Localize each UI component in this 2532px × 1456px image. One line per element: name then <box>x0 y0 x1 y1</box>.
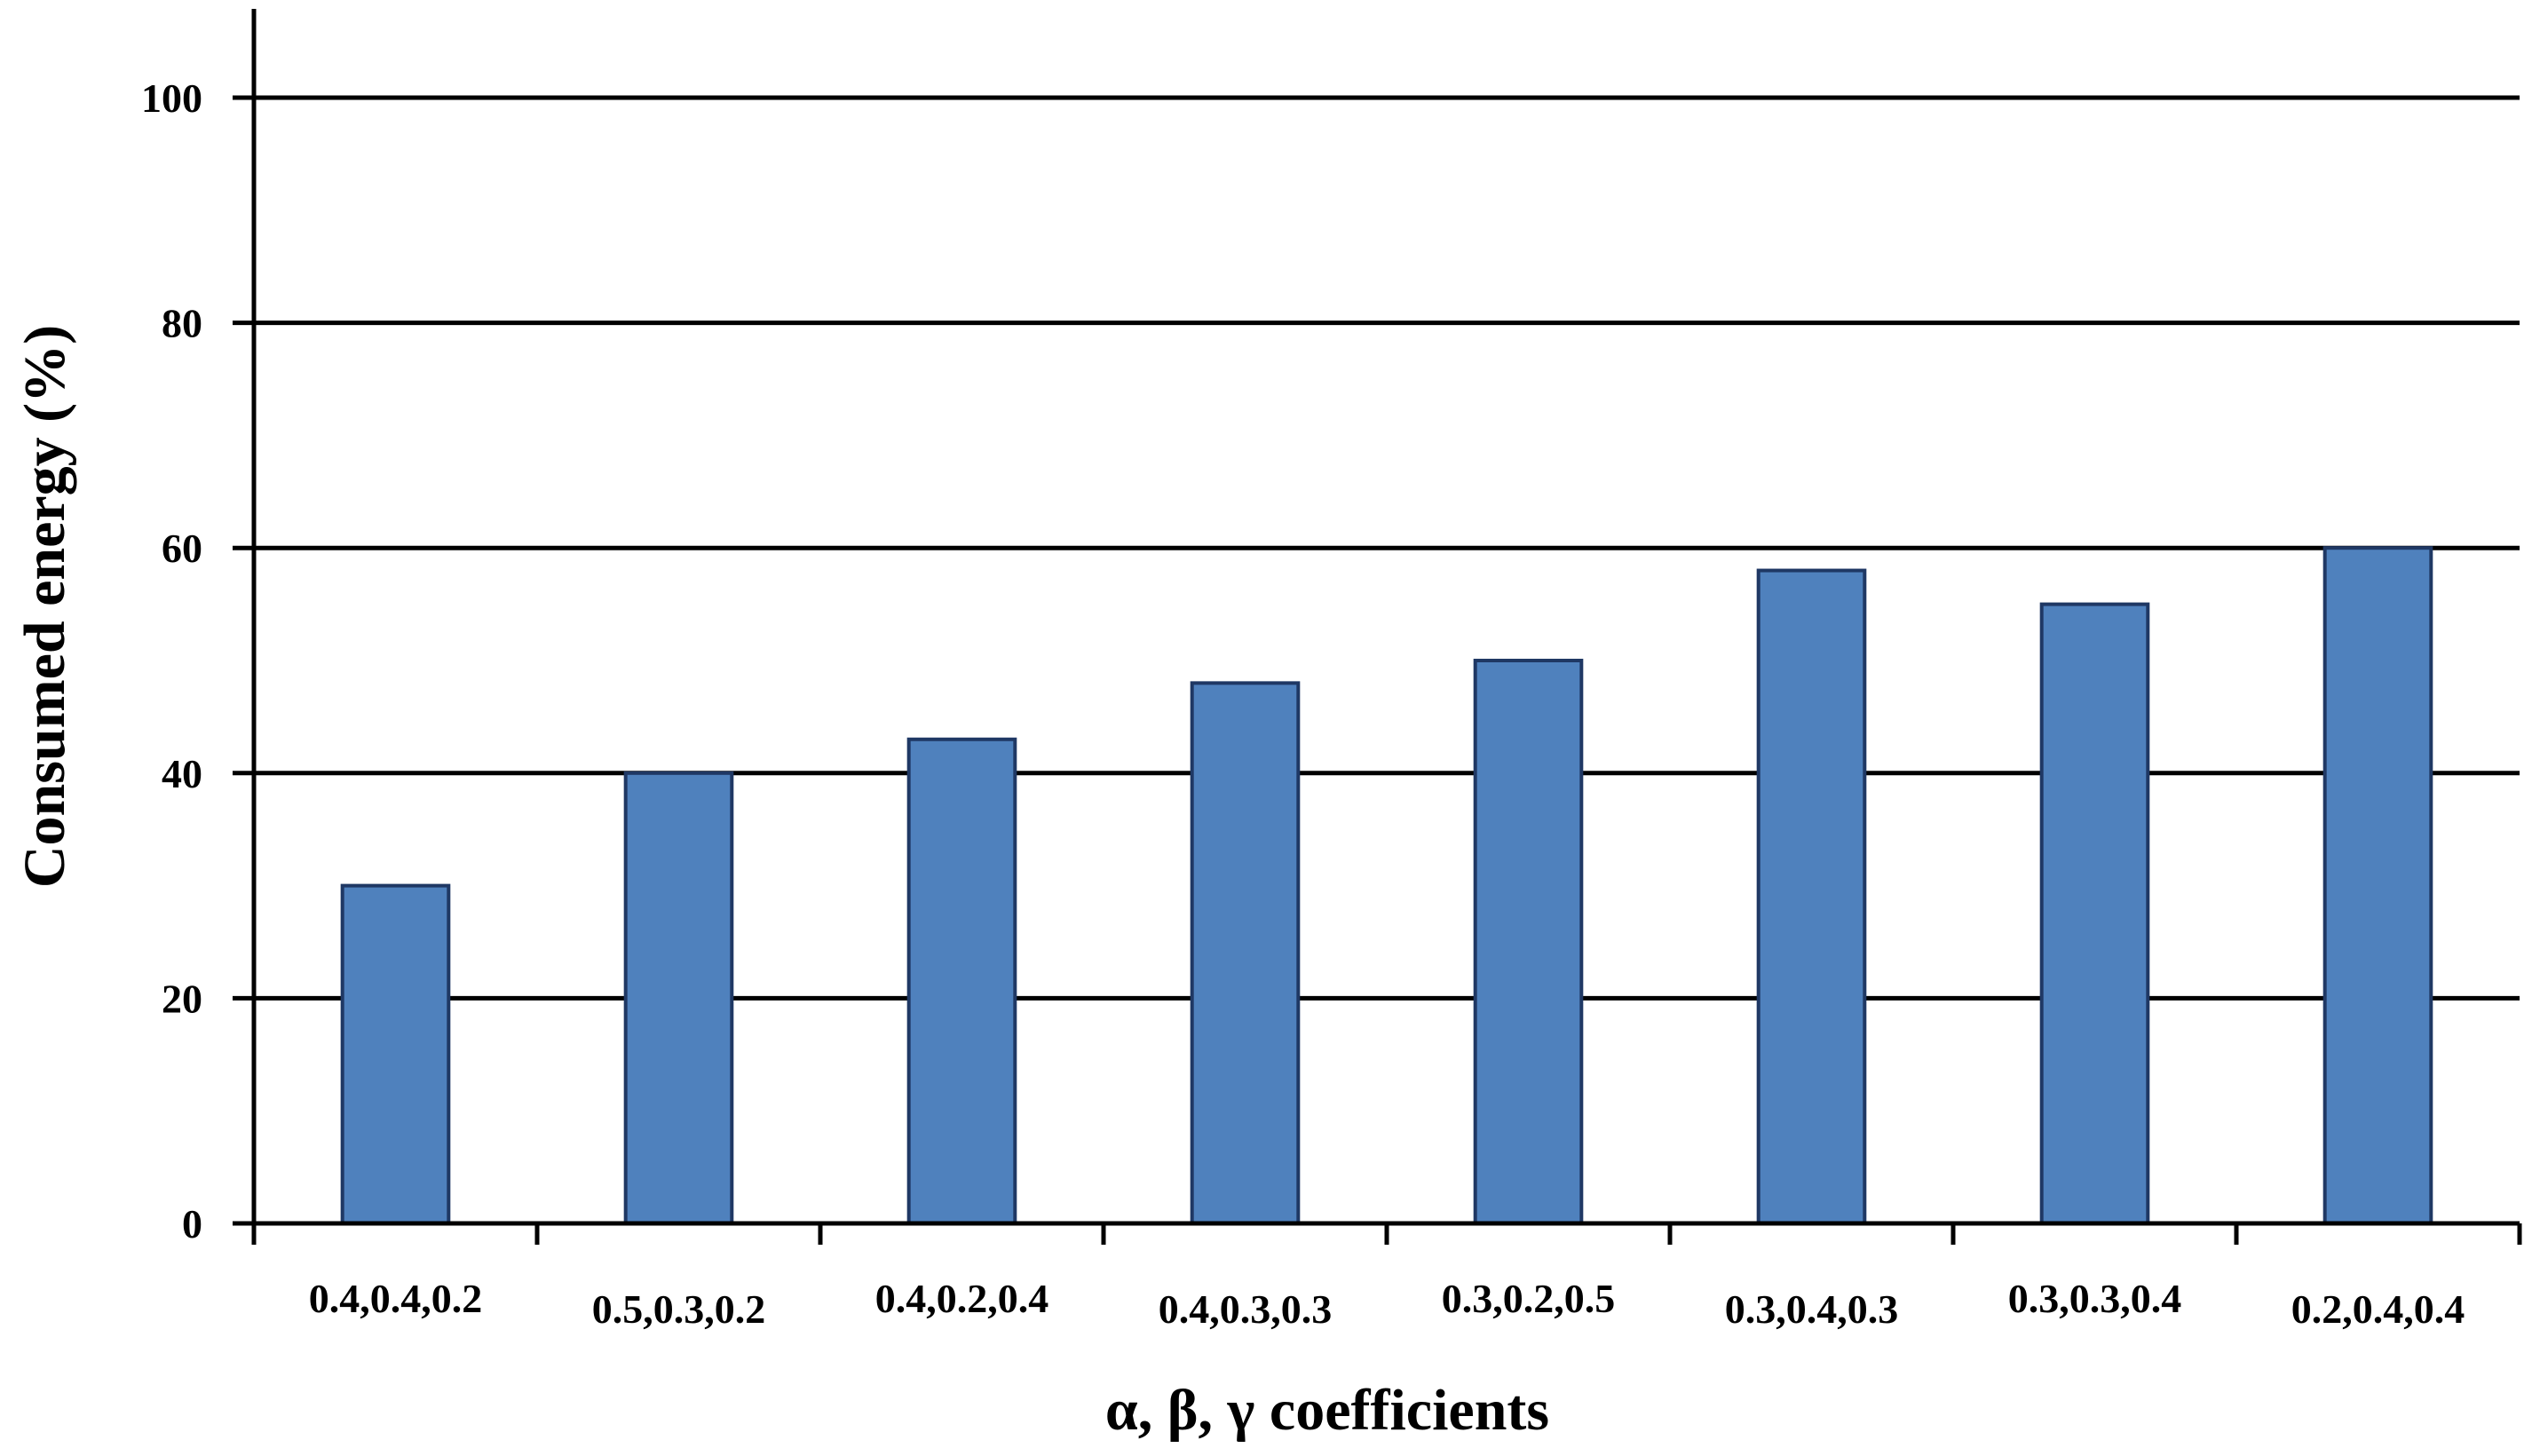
axes <box>233 9 2522 1245</box>
x-tick-label: 0.3,0.3,0.4 <box>2008 1276 2182 1321</box>
x-tick-label: 0.4,0.3,0.3 <box>1159 1286 1333 1332</box>
y-tick-label: 80 <box>162 301 202 346</box>
bar <box>2322 546 2433 1225</box>
y-tick-label: 100 <box>141 75 202 121</box>
x-tick-label: 0.5,0.3,0.2 <box>592 1286 766 1332</box>
x-tick-labels: 0.4,0.4,0.2 0.5,0.3,0.2 0.4,0.2,0.4 0.4,0.3… <box>309 1276 2465 1332</box>
bar <box>340 883 451 1225</box>
y-tick-label: 60 <box>162 526 202 571</box>
bar <box>906 737 1017 1225</box>
bar <box>1756 568 1867 1225</box>
x-tick-label: 0.4,0.2,0.4 <box>875 1276 1049 1321</box>
y-tick-label: 40 <box>162 751 202 796</box>
y-tick-labels: 0 20 40 60 80 100 <box>141 75 202 1246</box>
x-tick-label: 0.3,0.4,0.3 <box>1725 1286 1899 1332</box>
y-tick-label: 20 <box>162 976 202 1021</box>
x-tick-label: 0.4,0.4,0.2 <box>309 1276 483 1321</box>
bar <box>1473 659 1584 1225</box>
y-tick-label: 0 <box>182 1201 202 1246</box>
x-tick-label: 0.3,0.2,0.5 <box>1442 1276 1616 1321</box>
x-tick-label: 0.2,0.4,0.4 <box>2291 1286 2465 1332</box>
bars <box>340 546 2433 1225</box>
gridlines <box>233 95 2520 1001</box>
bar <box>1190 681 1301 1225</box>
bar <box>2039 602 2150 1225</box>
bar <box>623 771 734 1225</box>
y-axis-title: Consumed energy (%) <box>12 325 77 888</box>
x-axis-title: α, β, γ coefficients <box>1105 1378 1549 1443</box>
